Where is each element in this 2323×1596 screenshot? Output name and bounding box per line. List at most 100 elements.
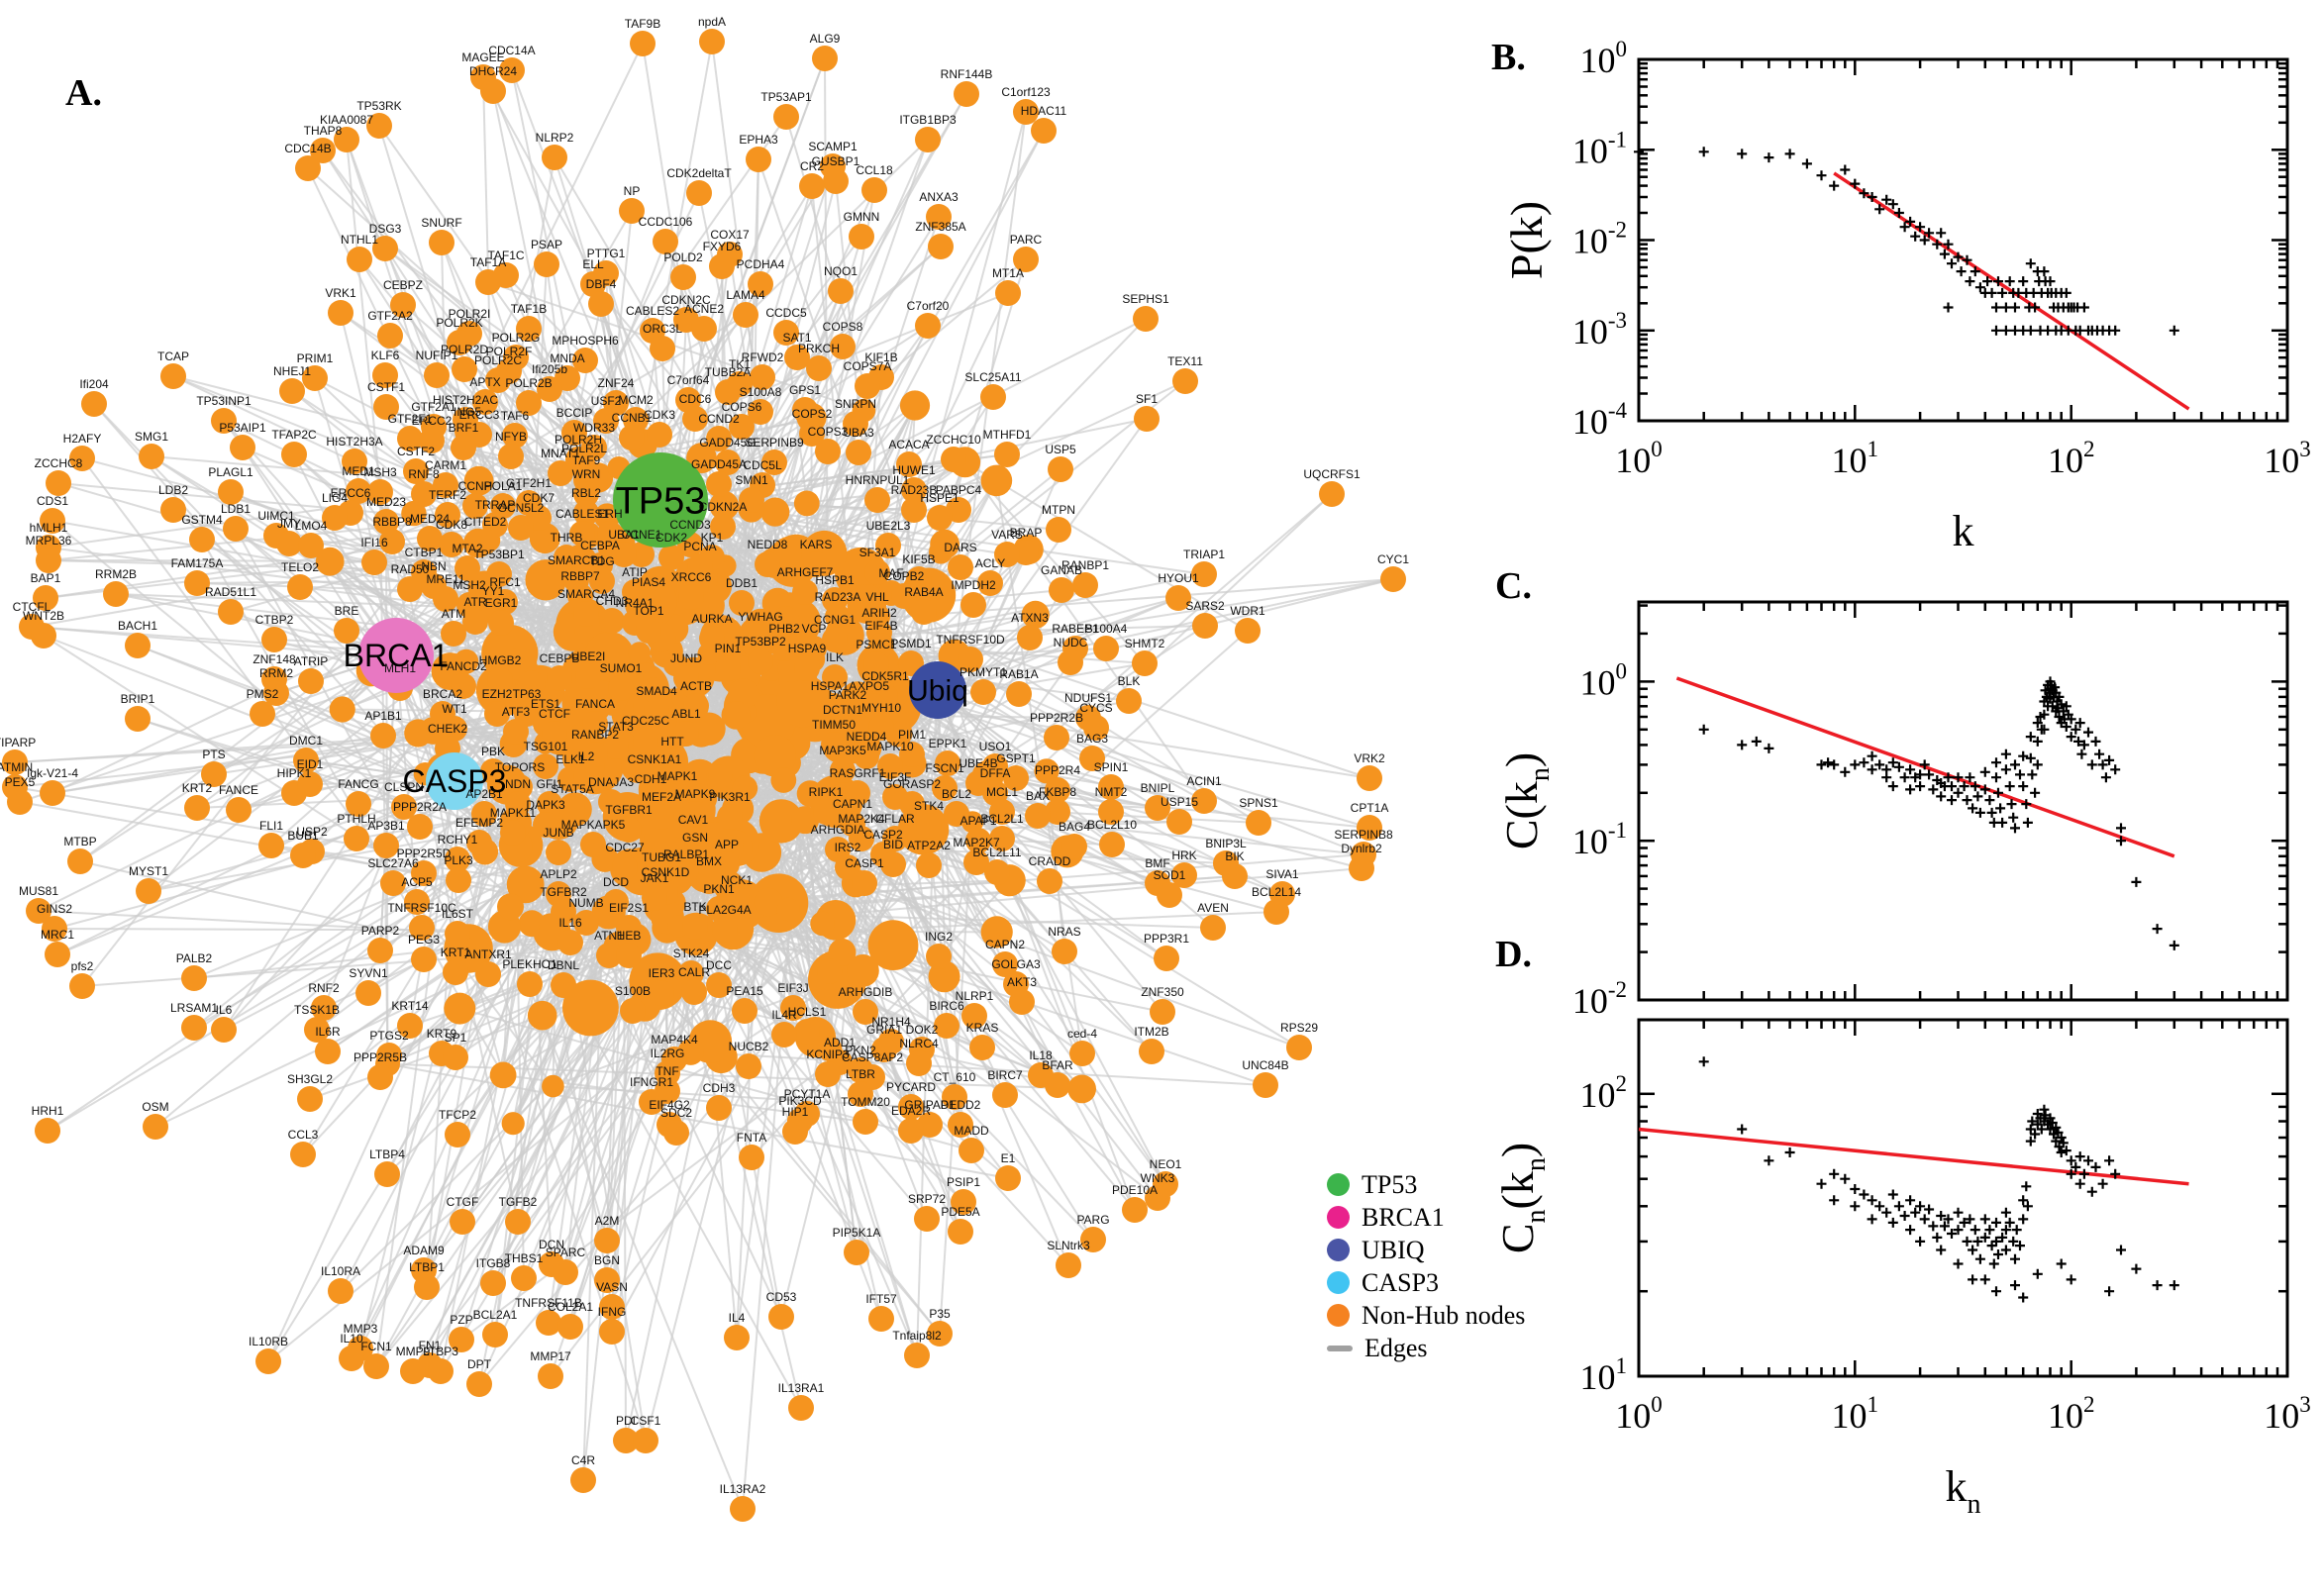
- network-node: [687, 553, 713, 579]
- network-node: [776, 897, 800, 922]
- network-node: [1246, 810, 1271, 836]
- network-node: [329, 696, 355, 723]
- network-node: [315, 1039, 341, 1064]
- network-node: [867, 920, 919, 970]
- node-label: COPS8: [823, 320, 863, 334]
- network-node: [729, 414, 755, 440]
- node-label: POLA1: [484, 479, 523, 493]
- node-label: HEB: [617, 929, 642, 943]
- network-node: [847, 954, 879, 987]
- node-label: PIM1: [898, 728, 926, 742]
- node-label: DMC1: [289, 734, 323, 748]
- network-node: [551, 899, 576, 925]
- network-node: [739, 1145, 764, 1170]
- network-node: [486, 561, 512, 587]
- network-node: [733, 302, 758, 328]
- node-label: UIMC1: [257, 509, 295, 523]
- panel-c-plot: 100 10-1 10-2 C(kn): [1496, 600, 2289, 1021]
- node-label: TNFRSF10D: [936, 633, 1005, 647]
- node-label: USP2: [296, 825, 328, 839]
- axis-tick-label: 103: [2264, 1392, 2311, 1436]
- node-label: MYH10: [861, 701, 901, 715]
- network-node: [181, 1015, 207, 1041]
- node-label: NUCB2: [729, 1040, 769, 1053]
- network-node: [812, 46, 838, 71]
- network-node: [250, 701, 275, 727]
- node-label: PALB2: [176, 951, 213, 965]
- node-label: XPO5: [858, 679, 889, 693]
- network-node: [401, 500, 427, 527]
- node-label: PSMC1: [856, 638, 897, 651]
- edge: [379, 654, 397, 951]
- node-label: CD53: [766, 1290, 797, 1304]
- node-label: NMT2: [1095, 785, 1128, 799]
- network-node: [877, 753, 903, 779]
- network-node: [970, 679, 996, 705]
- network-node: [706, 972, 732, 998]
- node-label: MEF2A: [642, 790, 681, 804]
- node-label: MAPK1: [657, 769, 698, 783]
- node-label: CSNK1D: [642, 865, 690, 879]
- network-node: [525, 559, 566, 601]
- node-label: MSH2: [453, 578, 486, 592]
- network-node: [641, 677, 666, 703]
- network-node: [729, 590, 755, 616]
- panel-c-label: C.: [1495, 565, 1532, 607]
- network-node: [780, 995, 806, 1021]
- legend-color-dot: [1327, 1304, 1350, 1327]
- network-node: [295, 155, 321, 181]
- axis-ticks: [1637, 602, 2289, 1002]
- node-label: MPHOSPH6: [552, 334, 619, 348]
- edge: [395, 139, 929, 656]
- network-node: [517, 670, 546, 698]
- node-label: PARK2: [829, 688, 867, 702]
- node-label: SNURF: [421, 216, 461, 230]
- node-label: PTTG1: [587, 247, 626, 260]
- node-label: PPP3R1: [1144, 932, 1189, 946]
- edge: [892, 630, 1249, 947]
- node-label: DCTN1: [823, 703, 862, 717]
- network-node: [1021, 600, 1050, 630]
- node-label: AURKA: [691, 612, 732, 626]
- node-label: THRB: [551, 531, 583, 545]
- node-label: BMX: [696, 854, 722, 868]
- network-node: [447, 330, 472, 355]
- network-node: [664, 783, 690, 809]
- node-label: IFNG: [598, 1305, 627, 1319]
- network-node: [845, 780, 870, 806]
- node-label: A2M: [595, 1214, 620, 1228]
- node-label: EZH2: [482, 687, 513, 701]
- network-node: [891, 583, 917, 609]
- network-node: [864, 487, 890, 513]
- network-node: [673, 665, 699, 691]
- node-label: BGN: [594, 1253, 620, 1267]
- network-node: [553, 1259, 578, 1285]
- network-node: [472, 389, 498, 415]
- network-node: [551, 972, 576, 998]
- node-label: S100A8: [740, 385, 782, 399]
- node-label: GSTM4: [181, 513, 223, 527]
- node-label: ATP2A2: [907, 839, 951, 852]
- node-label: ATIP: [622, 565, 648, 579]
- node-label: TFAP2C: [271, 428, 317, 442]
- node-label: AP3B1: [367, 819, 405, 833]
- node-label: NLRC4: [899, 1037, 939, 1050]
- node-label: DCC: [706, 958, 732, 972]
- network-node: [373, 833, 399, 858]
- node-label: BRIP1: [121, 692, 155, 706]
- node-label: CTGF: [447, 1195, 479, 1209]
- node-label: SPIN1: [1094, 760, 1129, 774]
- network-node: [379, 529, 405, 554]
- node-label: IL4R: [771, 1008, 797, 1022]
- node-label: PDE5A: [941, 1205, 979, 1219]
- network-node: [298, 668, 324, 694]
- network-node: [692, 712, 726, 746]
- node-label: MRPL36: [26, 534, 72, 548]
- network-node: [696, 868, 722, 894]
- node-label: MAPK10: [866, 740, 914, 753]
- network-node: [451, 435, 476, 460]
- network-node: [1093, 636, 1119, 661]
- network-node: [633, 728, 658, 753]
- network-node: [1116, 688, 1142, 714]
